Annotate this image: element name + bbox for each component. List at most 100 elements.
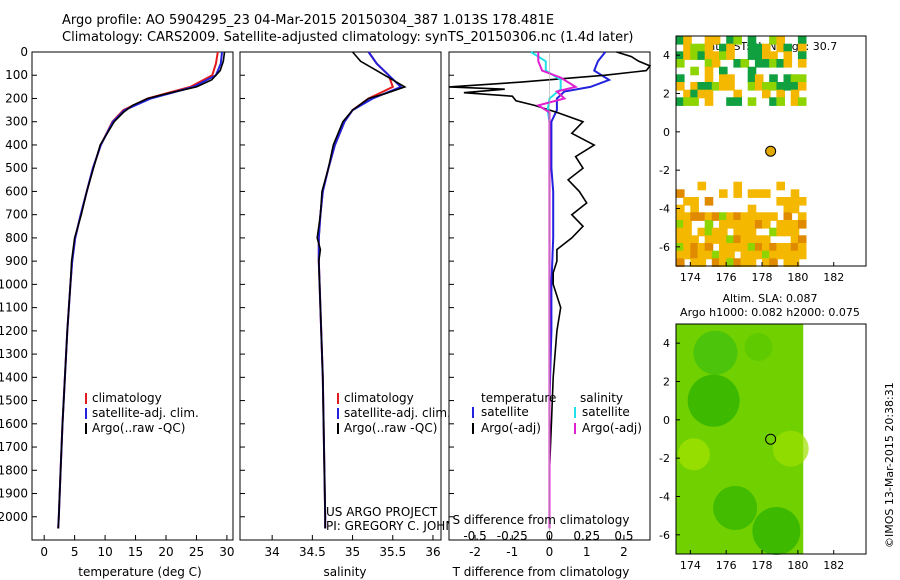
sst-cell (797, 243, 807, 252)
sst-cell (690, 250, 699, 260)
sst-cell (690, 51, 699, 60)
map-x-tick-label: 174 (680, 271, 701, 284)
sst-cell (704, 212, 714, 221)
x-tick-label: 34 (265, 545, 280, 559)
sst-cell (769, 51, 778, 60)
sst-cell (704, 36, 714, 45)
sst-cell (733, 189, 742, 198)
depth-tick-label: 0 (20, 45, 28, 59)
depth-tick-label: 1200 (0, 324, 28, 338)
sst-cell (683, 197, 692, 206)
depth-tick-label: 1600 (0, 417, 28, 431)
sst-cell (790, 74, 800, 83)
series-line-1 (448, 51, 652, 529)
sst-cell (733, 220, 742, 229)
sst-cell (790, 204, 800, 214)
sst-cell (676, 212, 685, 221)
sst-cell (697, 212, 707, 221)
sst-cell (769, 97, 778, 106)
legend-temperature-head: temperature (481, 391, 556, 405)
sst-cell (797, 97, 807, 106)
sst-cell (726, 220, 735, 229)
sst-cell (783, 243, 793, 252)
sst-cell (697, 181, 707, 191)
difference-xlabel: T difference from climatology (452, 565, 630, 579)
legend-s-satellite: satellite (582, 405, 630, 419)
sst-cell (690, 212, 699, 221)
figure-title-line2: Climatology: CARS2009. Satellite-adjuste… (62, 30, 634, 45)
sst-cell (790, 97, 800, 106)
sst-cell (726, 36, 735, 45)
sst-cell (797, 36, 807, 45)
sst-cell (719, 243, 728, 252)
x-tick-label: -2 (469, 545, 481, 559)
sst-cell (747, 74, 757, 83)
x-tick-label: 30 (219, 545, 234, 559)
sst-cell (704, 51, 714, 60)
sst-map-frame (675, 35, 867, 267)
sst-cell (769, 227, 778, 237)
map-y-tick-label: -6 (659, 241, 670, 254)
top-x-tick-label: -0.25 (497, 529, 528, 543)
sst-cell (711, 36, 721, 45)
sst-cell (776, 82, 785, 91)
sst-cell (726, 243, 735, 252)
legend-climatology: climatology (344, 391, 414, 405)
sla-anomaly (772, 430, 809, 467)
sst-cell (783, 227, 793, 237)
sst-cell (683, 212, 692, 221)
sst-cell (797, 250, 807, 260)
map-x-tick-label: 178 (752, 559, 773, 572)
legend-satellite-adj: satellite-adj. clim. (92, 406, 199, 420)
sst-cell (747, 51, 757, 60)
sst-cell (676, 204, 685, 214)
sst-cell (762, 82, 771, 91)
sst-cell (719, 66, 728, 76)
sst-cell (797, 212, 807, 221)
sst-cell (704, 89, 714, 99)
depth-tick-label: 1500 (0, 394, 28, 408)
sst-cell (754, 250, 764, 260)
sst-cell (790, 189, 800, 198)
sst-cell (704, 43, 714, 53)
sst-cell (704, 197, 714, 206)
sst-cell (762, 189, 771, 198)
sla-anomaly (693, 330, 738, 375)
temperature-frame (31, 51, 234, 541)
sst-cell (769, 250, 778, 260)
sst-cell (776, 197, 785, 206)
x-tick-label: 1 (583, 545, 591, 559)
map-y-tick-label: 4 (663, 337, 670, 350)
sla-anomaly (677, 438, 710, 471)
sst-cell (690, 258, 699, 267)
x-tick-label: 15 (128, 545, 143, 559)
sst-cell (783, 250, 793, 260)
salinity-legend: climatology satellite-adj. clim. Argo(..… (337, 391, 451, 435)
sst-cell (783, 59, 793, 68)
sst-cell (683, 89, 692, 99)
sst-cell (783, 258, 793, 267)
sst-cell (690, 235, 699, 244)
map-y-tick-label: 2 (663, 88, 670, 101)
sst-cell (733, 243, 742, 252)
sst-cell (719, 227, 728, 237)
sst-cell (697, 82, 707, 91)
sst-cell (690, 82, 699, 91)
sst-cell (747, 66, 757, 76)
sst-cell (797, 197, 807, 206)
sst-cell (711, 235, 721, 244)
sst-cell (740, 227, 750, 237)
sst-cell (676, 97, 685, 106)
sst-cell (790, 89, 800, 99)
sla-map-frame (675, 323, 867, 555)
sst-cell (797, 51, 807, 60)
sst-cell (747, 227, 757, 237)
x-tick-label: 0 (546, 545, 554, 559)
sla-anomaly (744, 333, 773, 361)
sst-cell (747, 258, 757, 267)
sst-cell (754, 235, 764, 244)
sst-cell (676, 74, 685, 83)
x-tick-label: 35.5 (379, 545, 406, 559)
sst-cell (747, 243, 757, 252)
